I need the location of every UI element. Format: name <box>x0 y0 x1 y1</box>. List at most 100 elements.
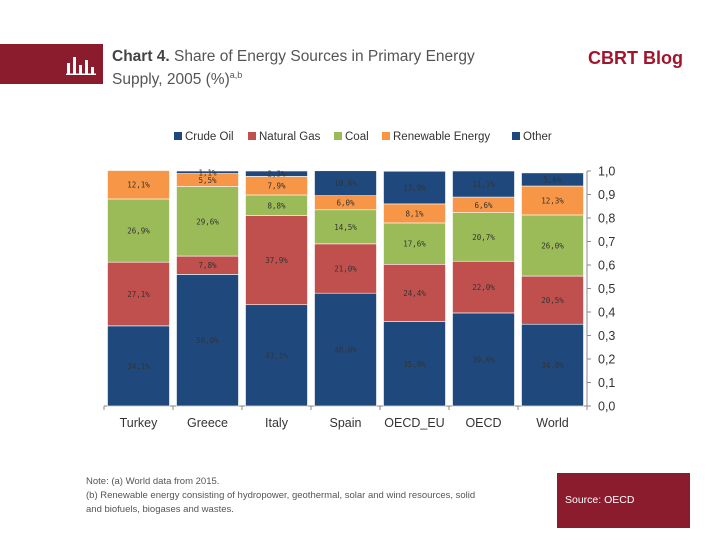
data-label: 22,0% <box>472 283 495 292</box>
data-label: 6,6% <box>474 201 493 210</box>
data-label: 26,9% <box>127 227 150 236</box>
data-label: 13,9% <box>403 184 426 193</box>
data-label: 39,6% <box>472 355 495 364</box>
legend-label-1: Natural Gas <box>259 131 321 143</box>
data-label: 17,6% <box>403 240 426 249</box>
bar-segment <box>314 170 377 196</box>
x-tick-label: Italy <box>265 416 289 430</box>
bar-segment <box>521 172 584 187</box>
bar-segment <box>314 209 377 245</box>
x-tick-label: World <box>536 416 568 430</box>
data-label: 48,0% <box>334 346 357 355</box>
source-text: Source: OECD <box>565 494 635 506</box>
data-label: 2,3% <box>267 170 286 179</box>
bar-segment <box>521 214 584 277</box>
stacked-bar-chart: Crude Oil Natural Gas Coal Renewable Energy… <box>103 131 615 430</box>
legend-swatch-2 <box>334 132 342 140</box>
data-label: 1,1% <box>198 168 217 177</box>
x-tick-label: Turkey <box>120 416 158 430</box>
data-label: 14,5% <box>334 223 357 232</box>
x-tick-label: Spain <box>330 416 362 430</box>
data-label: 20,7% <box>472 233 495 242</box>
data-label: 34,8% <box>541 361 564 370</box>
blog-name: CBRT Blog <box>588 48 683 68</box>
legend-swatch-4 <box>512 132 520 140</box>
bar-segment <box>107 170 170 200</box>
legend-label-0: Crude Oil <box>185 131 234 143</box>
data-label: 12,3% <box>541 196 564 205</box>
legend-label-3: Renewable Energy <box>393 131 490 143</box>
legend-swatch-3 <box>382 132 390 140</box>
data-label: 26,0% <box>541 241 564 250</box>
x-tick-label: OECD_EU <box>384 416 444 430</box>
data-label: 35,9% <box>403 360 426 369</box>
data-label: 27,1% <box>127 290 150 299</box>
y-tick-label: 1,0 <box>598 165 615 179</box>
data-label: 20,5% <box>541 296 564 305</box>
bar-segment <box>176 274 239 407</box>
y-tick-label: 0,9 <box>598 188 615 202</box>
y-tick-label: 0,7 <box>598 235 615 249</box>
legend-label-4: Other <box>523 131 552 143</box>
bar-segment <box>245 304 308 407</box>
y-tick-label: 0,2 <box>598 353 615 367</box>
y-tick-label: 0,5 <box>598 282 615 296</box>
data-label: 8,8% <box>267 201 286 210</box>
y-tick-label: 0,4 <box>598 306 615 320</box>
title-band <box>0 44 103 84</box>
x-tick-label: Greece <box>187 416 228 430</box>
bar-segment <box>176 186 239 257</box>
note-line-3: and biofuels, biogases and wastes. <box>86 504 234 515</box>
data-label: 10,6% <box>334 179 357 188</box>
title-line-1: Share of Energy Sources in Primary Energ… <box>174 48 475 65</box>
bar-segment <box>452 212 515 262</box>
legend-swatch-0 <box>174 132 182 140</box>
bar-segment <box>176 170 239 174</box>
y-tick-label: 0,8 <box>598 212 615 226</box>
y-tick-label: 0,1 <box>598 376 615 390</box>
bar-segment <box>452 170 515 198</box>
bar-segment <box>452 312 515 407</box>
y-tick-label: 0,3 <box>598 329 615 343</box>
y-tick-label: 0,0 <box>598 400 615 414</box>
data-label: 5,5% <box>198 176 217 185</box>
data-label: 29,6% <box>196 217 219 226</box>
bar-segment <box>383 170 446 205</box>
data-label: 43,1% <box>265 351 288 360</box>
note-line-1: Note: (a) World data from 2015. <box>86 476 220 487</box>
title-line-2: Supply, 2005 (%) <box>112 71 230 89</box>
bar-segment <box>107 198 170 263</box>
bar-segment <box>383 263 446 322</box>
bar-chart-icon <box>66 57 96 75</box>
x-tick-label: OECD <box>465 416 501 430</box>
data-label: 12,1% <box>127 181 150 190</box>
legend-swatch-1 <box>248 132 256 140</box>
data-label: 11,1% <box>472 180 495 189</box>
title-superscript: a,b <box>229 70 243 80</box>
legend-label-2: Coal <box>345 131 369 143</box>
data-label: 24,4% <box>403 289 426 298</box>
bar-segment <box>107 325 170 407</box>
chart-label: Chart 4. <box>112 48 170 65</box>
footnote: Note: (a) World data from 2015. (b) Rene… <box>86 475 556 517</box>
data-label: 6,0% <box>336 199 355 208</box>
bar-segment <box>245 170 308 177</box>
data-label: 7,8% <box>198 261 217 270</box>
data-label: 56,0% <box>196 336 219 345</box>
bar-segment <box>383 321 446 407</box>
bar-segment <box>107 261 170 327</box>
bar-segment <box>314 292 377 407</box>
y-tick-label: 0,6 <box>598 259 615 273</box>
data-label: 8,1% <box>405 209 424 218</box>
data-label: 21,0% <box>334 265 357 274</box>
data-label: 7,9% <box>267 182 286 191</box>
data-label: 37,9% <box>265 256 288 265</box>
source-box: Source: OECD <box>557 473 690 528</box>
bar-segment <box>245 215 308 306</box>
note-line-2: (b) Renewable energy consisting of hydro… <box>86 490 476 501</box>
data-label: 34,1% <box>127 362 150 371</box>
bar-segment <box>383 222 446 265</box>
chart-title: Chart 4. Share of Energy Sources in Prim… <box>112 48 532 89</box>
bar-segment <box>314 243 377 294</box>
data-label: 5,6% <box>543 175 562 184</box>
